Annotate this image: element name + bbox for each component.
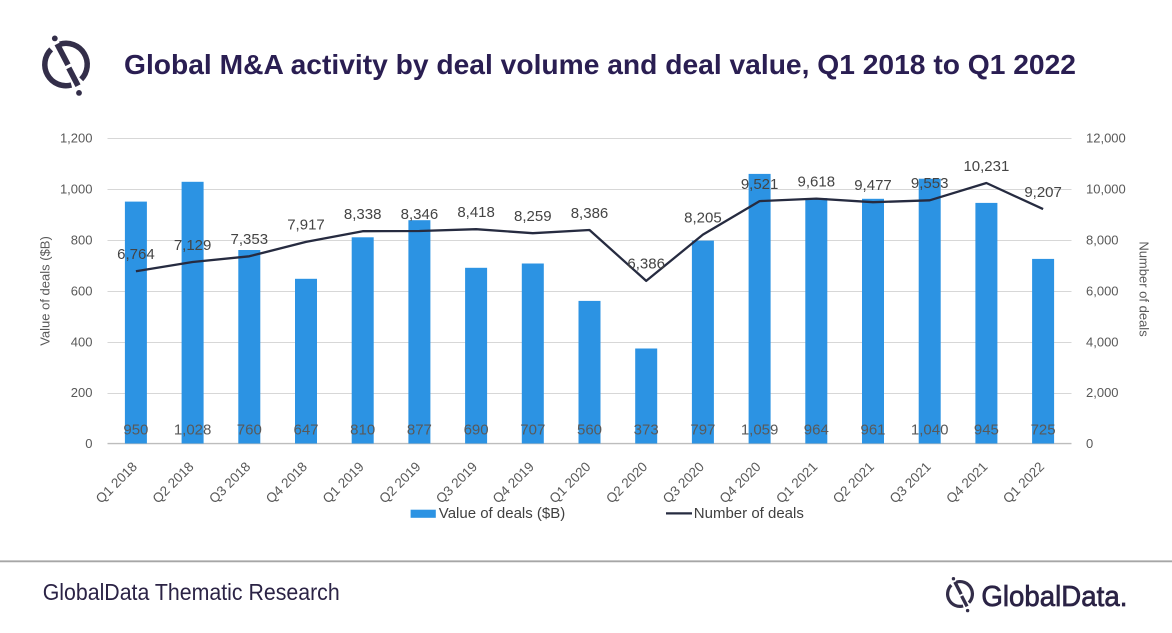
svg-text:400: 400 bbox=[71, 334, 93, 349]
svg-text:800: 800 bbox=[71, 232, 93, 247]
svg-text:560: 560 bbox=[577, 421, 602, 438]
svg-text:945: 945 bbox=[974, 421, 999, 438]
svg-text:1,000: 1,000 bbox=[60, 182, 93, 197]
svg-text:1,040: 1,040 bbox=[911, 421, 949, 438]
svg-text:10,231: 10,231 bbox=[963, 158, 1009, 175]
svg-text:725: 725 bbox=[1031, 421, 1056, 438]
svg-text:Number of deals: Number of deals bbox=[1137, 241, 1152, 337]
svg-text:1,200: 1,200 bbox=[60, 131, 93, 146]
svg-text:9,521: 9,521 bbox=[741, 176, 779, 193]
svg-text:8,386: 8,386 bbox=[571, 205, 609, 222]
svg-text:8,338: 8,338 bbox=[344, 206, 382, 223]
svg-text:9,207: 9,207 bbox=[1024, 184, 1062, 201]
svg-text:GlobalData.: GlobalData. bbox=[981, 581, 1127, 613]
svg-text:10,000: 10,000 bbox=[1086, 182, 1126, 197]
svg-text:7,129: 7,129 bbox=[174, 237, 212, 254]
svg-text:8,346: 8,346 bbox=[401, 206, 439, 223]
svg-text:647: 647 bbox=[293, 421, 318, 438]
svg-text:877: 877 bbox=[407, 421, 432, 438]
svg-text:200: 200 bbox=[71, 385, 93, 400]
svg-text:8,259: 8,259 bbox=[514, 208, 552, 225]
svg-text:4,000: 4,000 bbox=[1086, 334, 1119, 349]
svg-text:8,205: 8,205 bbox=[684, 209, 722, 226]
svg-text:GlobalData Thematic Research: GlobalData Thematic Research bbox=[43, 579, 340, 605]
svg-text:8,000: 8,000 bbox=[1086, 232, 1119, 247]
svg-text:797: 797 bbox=[690, 421, 715, 438]
svg-text:Value of deals ($B): Value of deals ($B) bbox=[38, 236, 53, 346]
svg-text:600: 600 bbox=[71, 283, 93, 298]
svg-text:7,917: 7,917 bbox=[287, 217, 325, 234]
svg-text:9,618: 9,618 bbox=[798, 173, 836, 190]
svg-text:0: 0 bbox=[85, 436, 92, 451]
svg-text:707: 707 bbox=[520, 421, 545, 438]
svg-text:2,000: 2,000 bbox=[1086, 385, 1119, 400]
svg-text:7,353: 7,353 bbox=[231, 231, 269, 248]
svg-text:1,059: 1,059 bbox=[741, 421, 779, 438]
svg-text:8,418: 8,418 bbox=[457, 204, 495, 221]
svg-text:950: 950 bbox=[123, 421, 148, 438]
svg-text:6,386: 6,386 bbox=[627, 256, 665, 273]
svg-text:373: 373 bbox=[634, 421, 659, 438]
svg-text:690: 690 bbox=[464, 421, 489, 438]
svg-text:9,553: 9,553 bbox=[911, 175, 949, 192]
svg-text:1,028: 1,028 bbox=[174, 421, 212, 438]
svg-text:6,000: 6,000 bbox=[1086, 283, 1119, 298]
svg-text:12,000: 12,000 bbox=[1086, 131, 1126, 146]
svg-text:810: 810 bbox=[350, 421, 375, 438]
svg-text:9,477: 9,477 bbox=[854, 177, 892, 194]
svg-text:964: 964 bbox=[804, 421, 829, 438]
svg-text:Global M&A activity by deal vo: Global M&A activity by deal volume and d… bbox=[124, 49, 1076, 80]
svg-text:760: 760 bbox=[237, 421, 262, 438]
svg-text:Number of deals: Number of deals bbox=[694, 505, 804, 522]
svg-text:0: 0 bbox=[1086, 436, 1093, 451]
svg-text:961: 961 bbox=[860, 421, 885, 438]
svg-text:Value of deals ($B): Value of deals ($B) bbox=[439, 505, 565, 522]
svg-text:6,764: 6,764 bbox=[117, 246, 155, 263]
